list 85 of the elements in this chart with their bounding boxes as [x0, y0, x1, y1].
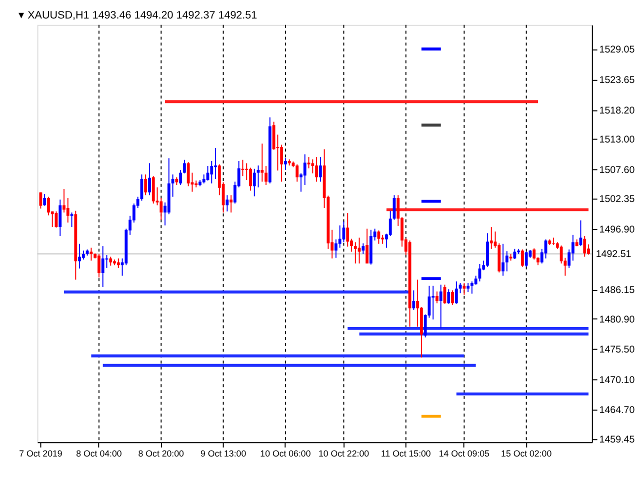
candlestick	[439, 284, 442, 329]
candlestick	[436, 290, 438, 304]
candlestick	[532, 248, 536, 260]
candlestick	[296, 164, 299, 182]
candlestick	[307, 156, 310, 169]
y-tick-label: 1523.65	[599, 74, 636, 86]
y-tick-label: 1486.15	[599, 284, 636, 296]
y-tick-label: 1480.90	[599, 314, 636, 326]
candlestick	[366, 228, 369, 264]
candlestick	[521, 248, 524, 268]
y-tick-label: 1475.50	[599, 344, 636, 356]
candlestick	[214, 148, 217, 180]
candlestick	[78, 243, 82, 269]
candlestick	[462, 282, 466, 296]
candlestick	[66, 197, 70, 224]
candlestick	[451, 290, 454, 306]
candlestick	[230, 194, 233, 213]
candlestick	[315, 156, 318, 182]
y-tick-label: 1496.90	[599, 224, 636, 236]
candlestick	[362, 242, 365, 254]
y-tick-label: 1470.10	[599, 374, 636, 386]
y-tick-label: 1518.20	[599, 105, 636, 116]
candlestick	[148, 162, 151, 196]
x-tick-label: 11 Oct 15:00	[380, 448, 431, 458]
candlestick	[490, 226, 493, 250]
candlestick	[226, 194, 229, 212]
candlestick	[583, 236, 586, 258]
chart-title: ▾ XAUUSD,H1 1493.46 1494.20 1492.37 1492.51	[18, 10, 258, 22]
candlestick	[524, 251, 528, 268]
y-tick-label: 1513.00	[599, 134, 636, 146]
candlestick	[58, 199, 62, 237]
candlestick	[470, 280, 474, 294]
candlestick	[284, 158, 287, 170]
ref-line-label: 1492.51	[596, 248, 632, 260]
y-tick-label: 1507.60	[599, 164, 636, 176]
candlestick	[303, 154, 306, 186]
candlestick	[454, 280, 458, 304]
candlestick	[280, 144, 284, 182]
candlestick	[377, 230, 380, 244]
candlestick	[39, 192, 42, 210]
candlestick	[354, 242, 357, 264]
candlestick	[62, 188, 66, 213]
x-tick-label: 10 Oct 22:00	[318, 448, 370, 458]
candlestick	[318, 156, 322, 182]
x-tick-label: 8 Oct 20:00	[138, 448, 184, 458]
candlestick	[311, 158, 314, 174]
candlestick	[144, 174, 148, 196]
candlestick	[412, 290, 416, 310]
candlestick	[182, 159, 186, 174]
candlestick	[388, 210, 392, 237]
candlestick	[98, 253, 100, 278]
candlestick	[160, 197, 163, 220]
candlestick	[513, 248, 516, 260]
candlestick	[502, 243, 504, 276]
x-tick-label: 9 Oct 13:00	[200, 448, 246, 458]
candlestick	[338, 224, 342, 248]
y-tick-label: 1459.45	[599, 434, 636, 446]
candlestick	[572, 234, 574, 262]
x-tick-label: 7 Oct 2019	[19, 448, 62, 458]
candlestick	[334, 238, 338, 258]
x-tick-label: 10 Oct 06:00	[260, 448, 311, 458]
candlestick	[47, 196, 50, 216]
candlestick	[171, 174, 174, 198]
x-tick-label: 14 Oct 09:05	[438, 448, 490, 458]
candlestick	[101, 246, 104, 288]
candlestick	[116, 258, 120, 268]
candlestick	[458, 282, 462, 294]
y-tick-label: 1464.70	[599, 405, 636, 416]
candlestick	[447, 288, 450, 304]
candlestick	[505, 250, 508, 272]
candlestick	[252, 168, 256, 197]
candlestick	[249, 167, 252, 192]
candlestick	[210, 160, 214, 184]
candlestick	[179, 169, 182, 186]
candlestick	[70, 212, 74, 228]
candlestick	[260, 143, 264, 182]
y-tick-label: 1529.05	[599, 44, 636, 56]
x-tick-label: 8 Oct 04:00	[76, 448, 122, 458]
candlestick	[90, 247, 93, 262]
candlestick	[346, 212, 350, 248]
candlestick	[432, 285, 435, 320]
candlestick	[264, 166, 268, 186]
x-tick-label: 15 Oct 02:00	[501, 448, 552, 458]
candlestick	[43, 194, 46, 206]
y-tick-label: 1502.35	[599, 194, 636, 206]
